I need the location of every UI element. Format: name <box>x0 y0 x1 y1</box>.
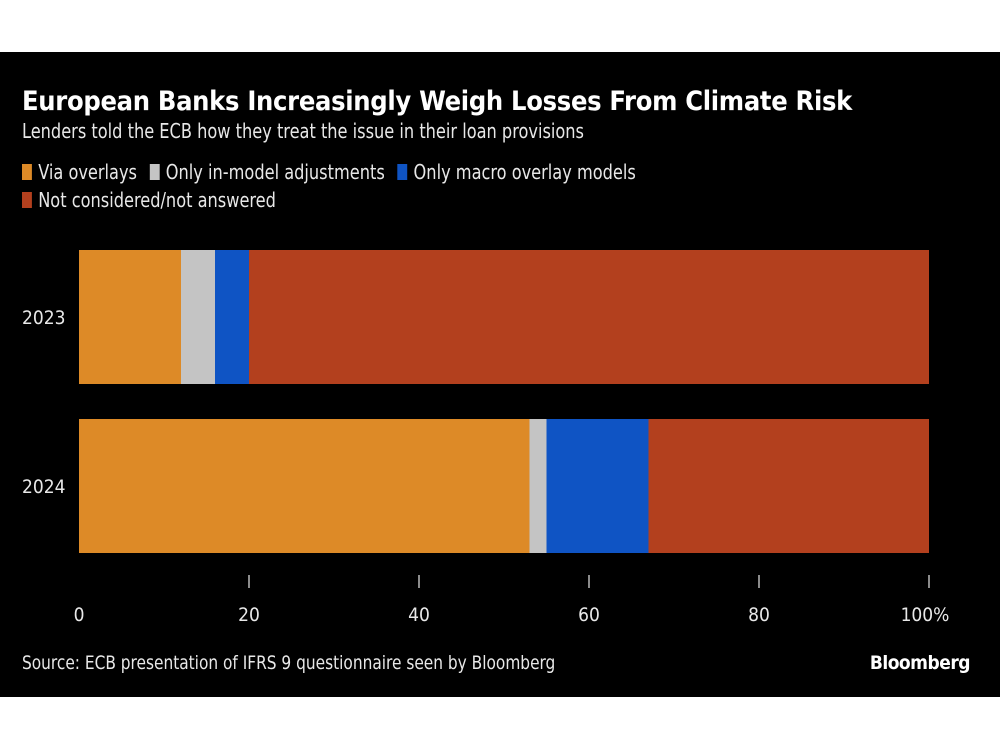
bar-segment-2024-0 <box>79 419 530 553</box>
x-tick-label: 40 <box>408 604 430 626</box>
source-note: Source: ECB presentation of IFRS 9 quest… <box>22 652 556 674</box>
bar-segment-2023-3 <box>249 250 929 384</box>
category-label: 2023 <box>22 307 66 329</box>
legend-item-not-considered: Not considered/not answered <box>22 188 276 212</box>
legend-label: Only macro overlay models <box>413 160 636 184</box>
bar-segment-2024-3 <box>648 419 929 553</box>
chart-title: European Banks Increasingly Weigh Losses… <box>22 86 852 117</box>
bar-segment-2023-0 <box>79 250 181 384</box>
legend-item-via-overlays: Via overlays <box>22 160 137 184</box>
legend-label: Via overlays <box>38 160 137 184</box>
x-tick-label: 100% <box>901 604 950 626</box>
x-tick-label: 60 <box>578 604 600 626</box>
chart-subtitle: Lenders told the ECB how they treat the … <box>22 119 585 143</box>
legend-swatch <box>397 164 408 180</box>
legend-swatch <box>22 164 32 180</box>
x-tick-label: 20 <box>238 604 260 626</box>
x-tick-label: 80 <box>748 604 770 626</box>
legend-label: Not considered/not answered <box>38 188 276 212</box>
legend-row-2: Not considered/not answered <box>22 188 289 212</box>
legend-row-1: Via overlays Only in-model adjustments O… <box>22 160 648 184</box>
x-tick-label: 0 <box>74 604 85 626</box>
category-label: 2024 <box>22 476 66 498</box>
bar-segment-2023-2 <box>215 250 249 384</box>
bloomberg-logo: Bloomberg <box>869 652 971 674</box>
bar-segment-2023-1 <box>181 250 215 384</box>
bar-segment-2024-1 <box>529 419 547 553</box>
bar-plot: 2023 2024 0 20 40 60 80 100% <box>22 250 950 626</box>
bar-segment-2024-2 <box>546 419 649 553</box>
legend-swatch <box>149 164 160 180</box>
legend-swatch <box>22 192 32 208</box>
chart-panel: European Banks Increasingly Weigh Losses… <box>0 52 1000 697</box>
legend-item-in-model: Only in-model adjustments <box>149 160 385 184</box>
legend-item-macro-overlay: Only macro overlay models <box>397 160 636 184</box>
legend-label: Only in-model adjustments <box>165 160 385 184</box>
